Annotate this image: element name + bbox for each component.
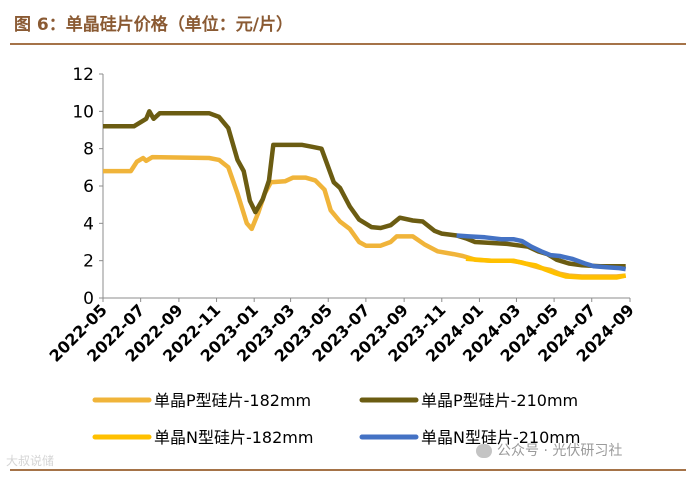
y-tick-label: 10	[72, 102, 94, 122]
chart-axes: 0246810122022-052022-072022-092022-11202…	[45, 65, 637, 366]
legend-label-3: 单晶N型硅片-182mm	[154, 428, 313, 447]
wechat-icon	[476, 444, 492, 458]
watermark-right-text: 公众号 · 光伏研习社	[497, 443, 623, 459]
chart-legend: 单晶P型硅片-182mm 单晶P型硅片-210mm 单晶N型硅片-182mm 单晶N型…	[92, 391, 580, 447]
series-line-4	[456, 233, 627, 272]
y-tick-label: 4	[83, 214, 94, 234]
legend-label-4: 单晶N型硅片-210mm	[421, 428, 580, 447]
legend-label-1: 单晶P型硅片-182mm	[154, 391, 311, 410]
series-line-1	[103, 154, 626, 279]
legend-label-2: 单晶P型硅片-210mm	[421, 391, 578, 410]
y-tick-label: 2	[83, 252, 94, 272]
chart-series-group	[103, 109, 627, 280]
figure-title: 图 6：单晶硅片价格（单位：元/片）	[14, 15, 293, 35]
watermark-left: 大叔说储	[6, 454, 55, 468]
footer-divider	[10, 469, 686, 471]
watermark-right: 公众号 · 光伏研习社	[476, 440, 622, 460]
y-tick-label: 12	[72, 65, 94, 85]
series-line-3	[465, 256, 627, 280]
y-tick-label: 0	[83, 289, 94, 309]
title-divider	[10, 43, 686, 45]
y-tick-label: 8	[83, 140, 94, 160]
y-tick-label: 6	[83, 177, 94, 197]
